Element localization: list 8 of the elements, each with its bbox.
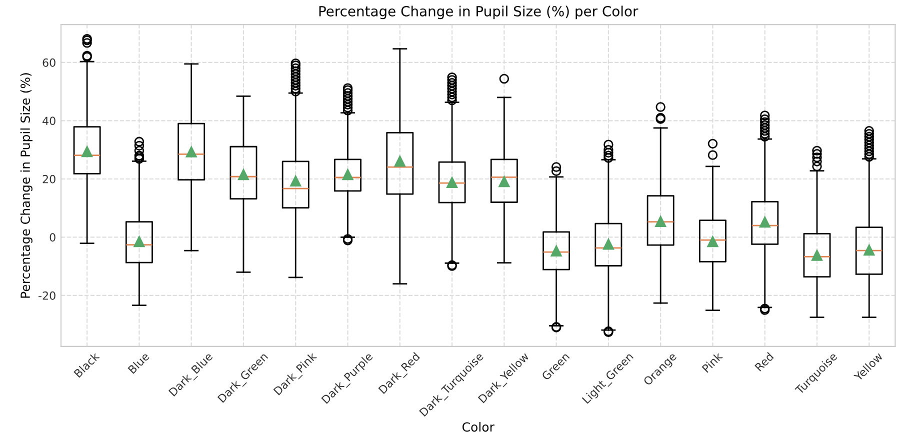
- y-tick-label: 40: [42, 116, 56, 126]
- y-tick-label: 20: [42, 174, 56, 184]
- y-tick-label: 0: [50, 233, 56, 242]
- y-tick-label: 60: [42, 58, 56, 67]
- y-axis-title: Percentage Change in Pupil Size (%): [20, 73, 32, 298]
- chart-title: Percentage Change in Pupil Size (%) per Color: [319, 6, 638, 20]
- x-axis-title: Color: [462, 422, 494, 432]
- y-tick-label: -20: [38, 291, 56, 300]
